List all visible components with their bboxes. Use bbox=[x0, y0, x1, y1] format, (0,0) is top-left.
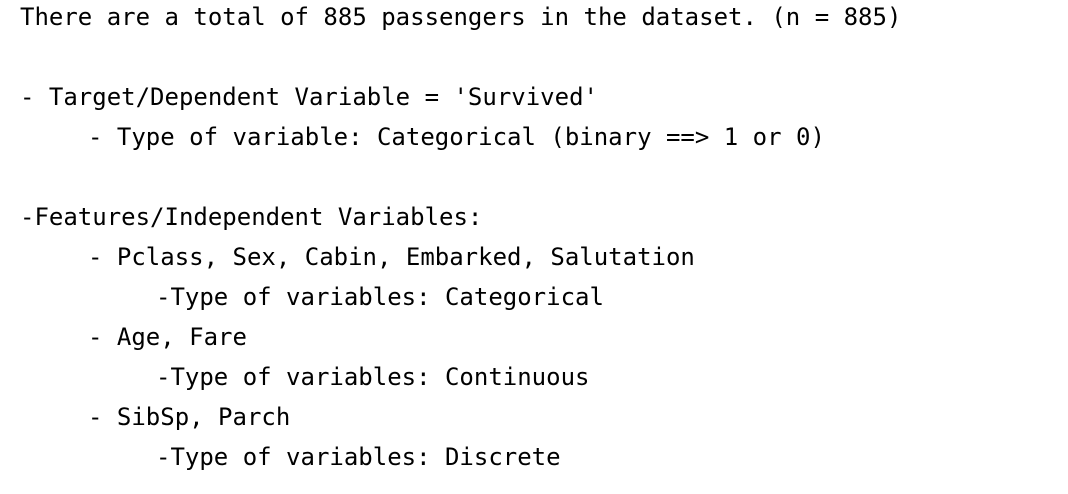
feature-group-discrete-names: - SibSp, Parch bbox=[88, 403, 291, 431]
intro-line: There are a total of 885 passengers in t… bbox=[20, 3, 902, 31]
target-heading: - Target/Dependent Variable = 'Survived' bbox=[20, 83, 598, 111]
feature-group-categorical-type: -Type of variables: Categorical bbox=[156, 283, 604, 311]
features-heading: -Features/Independent Variables: bbox=[20, 203, 483, 231]
feature-group-continuous-type: -Type of variables: Continuous bbox=[156, 363, 590, 391]
feature-group-discrete-type: -Type of variables: Discrete bbox=[156, 443, 561, 471]
feature-group-continuous-names: - Age, Fare bbox=[88, 323, 247, 351]
target-type-line: - Type of variable: Categorical (binary … bbox=[88, 123, 825, 151]
feature-group-categorical-names: - Pclass, Sex, Cabin, Embarked, Salutati… bbox=[88, 243, 695, 271]
